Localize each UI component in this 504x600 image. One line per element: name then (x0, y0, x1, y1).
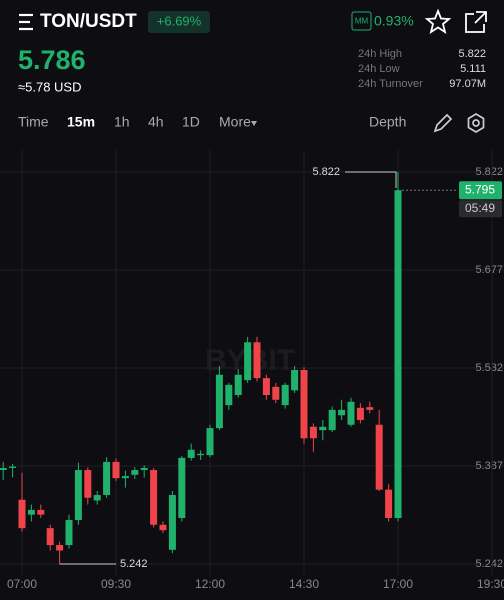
candle-body (234, 374, 242, 396)
stat-value: 97.07M (449, 78, 486, 90)
candle-body (253, 342, 261, 379)
candle-body (18, 499, 26, 529)
high-marker-line (345, 171, 397, 188)
interval-tab[interactable]: More (219, 114, 251, 130)
x-tick-label: 09:30 (101, 577, 131, 591)
change: +6.69% (157, 13, 202, 28)
last-price-tag (459, 181, 502, 200)
share-icon[interactable] (465, 11, 487, 33)
candle-body (375, 424, 383, 490)
candle-body (103, 461, 111, 496)
candle-body (121, 476, 129, 479)
stat-value: 5.822 (458, 48, 486, 60)
y-tick-label: 5.677 (475, 264, 503, 276)
last-price: 5.786 (18, 45, 86, 75)
interval-tab[interactable]: 4h (148, 114, 164, 130)
candle-body (281, 384, 289, 406)
interval-tab[interactable]: Time (18, 114, 49, 130)
candle-body (206, 428, 214, 456)
candle-body (197, 453, 205, 456)
x-tick-label: 14:30 (289, 577, 319, 591)
candle-body (187, 449, 195, 458)
candle-body (338, 409, 346, 416)
last-price-tag-label: 5.795 (465, 182, 495, 196)
candle-body (56, 545, 64, 551)
y-tick-label: 5.822 (475, 166, 503, 178)
x-tick-label: 12:00 (195, 577, 225, 591)
candle-body (168, 495, 176, 550)
stat-label: 24h High (358, 48, 402, 60)
y-tick-label: 5.242 (475, 558, 503, 570)
candle-body (394, 190, 402, 519)
dropdown-arrow (251, 121, 257, 126)
mm-badge: MM (355, 17, 369, 26)
high-marker-label: 5.822 (312, 166, 340, 178)
candle-body (65, 520, 73, 546)
candle-body (84, 470, 92, 498)
interval-tab[interactable]: 1D (182, 114, 200, 130)
candle-body (74, 470, 82, 521)
menu-icon[interactable] (19, 13, 33, 31)
stat-value: 5.111 (460, 63, 486, 75)
candle-body (131, 470, 139, 475)
stat-label: 24h Turnover (358, 78, 423, 90)
symbol[interactable]: TON/USDT (40, 11, 137, 32)
low-marker-label: 5.242 (120, 558, 148, 570)
candle-body (366, 407, 374, 410)
candle-body (356, 407, 364, 421)
x-tick-label: 19:30 (477, 577, 504, 591)
y-tick-label: 5.387 (475, 460, 503, 472)
candle-body (215, 374, 223, 429)
candle-body (347, 401, 355, 425)
candle-body (27, 509, 35, 515)
x-tick-label: 17:00 (383, 577, 413, 591)
change-badge (148, 11, 210, 33)
y-tick-label: 5.532 (475, 362, 503, 374)
candle-body (309, 426, 317, 439)
price-usd: ≈5.78 USD (18, 79, 82, 94)
favorite-icon[interactable] (424, 8, 452, 34)
candle-body (300, 370, 308, 439)
interval-tab[interactable]: 15m (67, 114, 95, 130)
candle-body (328, 409, 336, 431)
x-tick-label: 07:00 (7, 577, 37, 591)
candle-body (140, 468, 148, 471)
candle-body (159, 524, 167, 531)
candle-body (178, 457, 186, 519)
candle-body (385, 489, 393, 519)
candle-body (262, 378, 270, 396)
settings-icon[interactable] (467, 113, 485, 133)
depth-tab[interactable]: Depth (369, 114, 406, 130)
stat-label: 24h Low (358, 63, 400, 75)
candle-body (272, 386, 280, 400)
candle-body (46, 528, 54, 546)
candle-body (37, 509, 45, 515)
countdown: 05:49 (465, 201, 495, 215)
candle-body (150, 470, 158, 525)
candle-body (244, 342, 252, 381)
candle-body (225, 384, 233, 406)
candle-body (0, 468, 7, 471)
candle-body (93, 495, 101, 501)
mm-value: 0.93% (374, 13, 414, 29)
draw-icon[interactable] (433, 113, 453, 133)
countdown-tag (459, 200, 502, 218)
candle-body (319, 426, 327, 431)
candle-body (9, 466, 17, 469)
mm-badge-box (351, 11, 372, 31)
candle-body (112, 461, 120, 479)
candle-body (291, 370, 299, 391)
interval-tab[interactable]: 1h (114, 114, 130, 130)
